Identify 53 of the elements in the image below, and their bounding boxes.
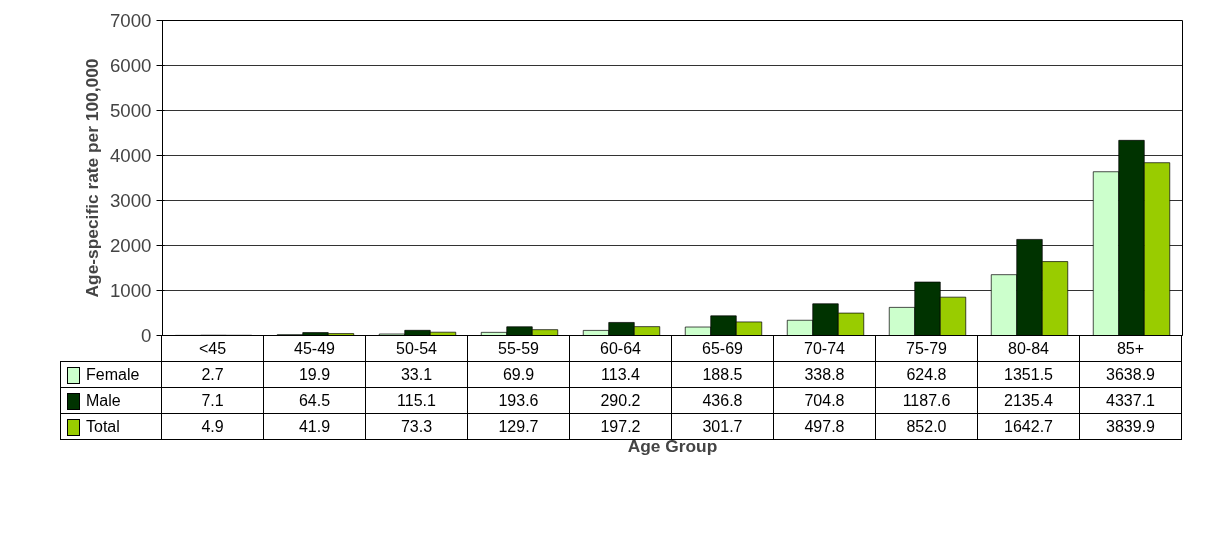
data-label: 115.1: [365, 387, 468, 414]
x-tick-label: 70-74: [773, 335, 876, 362]
x-tick-label: 50-54: [365, 335, 468, 362]
x-tick-label: 75-79: [875, 335, 978, 362]
data-label: 3638.9: [1079, 361, 1182, 388]
x-tick-label: <45: [161, 335, 264, 362]
data-label: 4337.1: [1079, 387, 1182, 414]
x-tick-label: 55-59: [467, 335, 570, 362]
y-tick-label: 4000: [110, 145, 152, 166]
data-label: 704.8: [773, 387, 876, 414]
x-tick-label: 85+: [1079, 335, 1182, 362]
x-tick-label: 65-69: [671, 335, 774, 362]
x-tick-label: 60-64: [569, 335, 672, 362]
legend-label: Total: [60, 413, 162, 440]
data-label: 73.3: [365, 413, 468, 440]
data-label: 19.9: [263, 361, 366, 388]
data-label: 64.5: [263, 387, 366, 414]
x-axis-title: Age Group: [627, 435, 718, 456]
data-label: 497.8: [773, 413, 876, 440]
data-label: 33.1: [365, 361, 468, 388]
data-label: 1187.6: [875, 387, 978, 414]
y-tick-label: 1000: [110, 280, 152, 301]
data-label: 4.9: [161, 413, 264, 440]
data-label: 436.8: [671, 387, 774, 414]
data-label: 197.2: [600, 417, 641, 435]
data-label: 193.6: [467, 387, 570, 414]
data-label: 338.8: [773, 361, 876, 388]
y-tick-label: 2000: [110, 235, 152, 256]
data-label: 290.2: [569, 387, 672, 414]
legend-label: Male: [60, 387, 162, 414]
y-tick-label: 6000: [110, 55, 152, 76]
y-tick-label: 5000: [110, 100, 152, 121]
data-label: 1642.7: [977, 413, 1080, 440]
y-axis-title: Age-specific rate per 100,000: [82, 58, 102, 298]
y-tick-label: 3000: [110, 190, 152, 211]
data-label: 624.8: [875, 361, 978, 388]
data-label: 2135.4: [977, 387, 1080, 414]
data-label: 852.0: [875, 413, 978, 440]
data-label: 41.9: [263, 413, 366, 440]
x-tick-label: 80-84: [977, 335, 1080, 362]
data-label: 129.7: [467, 413, 570, 440]
legend-label: Female: [60, 361, 162, 388]
data-label: 188.5: [671, 361, 774, 388]
data-label: 113.4: [569, 361, 672, 388]
data-label: 301.7: [702, 417, 743, 435]
data-label: 1351.5: [977, 361, 1080, 388]
y-tick-label: 0: [141, 325, 152, 346]
x-tick-label: 45-49: [263, 335, 366, 362]
data-label: 69.9: [467, 361, 570, 388]
data-label: 3839.9: [1079, 413, 1182, 440]
data-label: 2.7: [161, 361, 264, 388]
data-label: 7.1: [161, 387, 264, 414]
y-tick-label: 7000: [110, 10, 152, 31]
